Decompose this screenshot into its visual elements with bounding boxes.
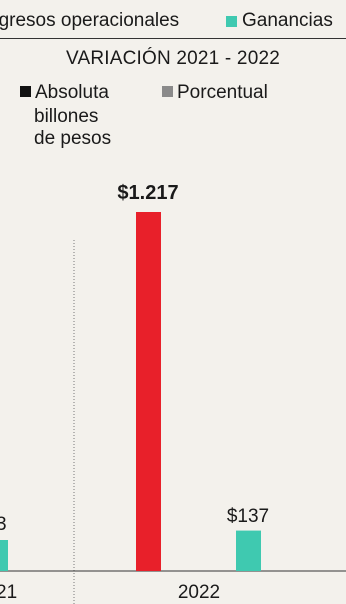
bar-ganancias-2021-partial: [0, 540, 8, 571]
chart-subtitle: VARIACIÓN 2021 - 2022: [65, 48, 280, 69]
legend-percent-label: Porcentual: [177, 82, 268, 103]
data-label-ganancias-2021-partial: 3: [0, 514, 7, 535]
legend-absolute-swatch: [20, 86, 31, 97]
data-label-ingresos-2022: $1.217: [117, 182, 178, 204]
legend-percent: Porcentual: [162, 82, 268, 104]
tick-label-2022: 2022: [178, 582, 220, 603]
data-label-ganancias-2022: $137: [227, 506, 269, 527]
legend-ganancias-swatch: [226, 16, 237, 27]
header-rule: [0, 38, 346, 39]
units-line-1: billones: [34, 106, 99, 127]
tick-label-2021: 21: [0, 582, 17, 603]
units-label: billones de pesos: [34, 106, 154, 150]
bar-ganancias-2022: [236, 530, 261, 571]
bar-ingresos-2022: [136, 212, 161, 571]
legend-absolute: Absoluta: [20, 82, 109, 104]
legend-percent-swatch: [162, 86, 173, 97]
legend-ingresos-label: ngresos operacionales: [0, 10, 180, 31]
legend-absolute-label: Absoluta: [35, 82, 109, 103]
top-legend: ngresos operacionales Ganancias: [0, 8, 346, 34]
legend-ganancias-label: Ganancias: [242, 10, 333, 31]
units-line-2: de pesos: [34, 128, 112, 149]
